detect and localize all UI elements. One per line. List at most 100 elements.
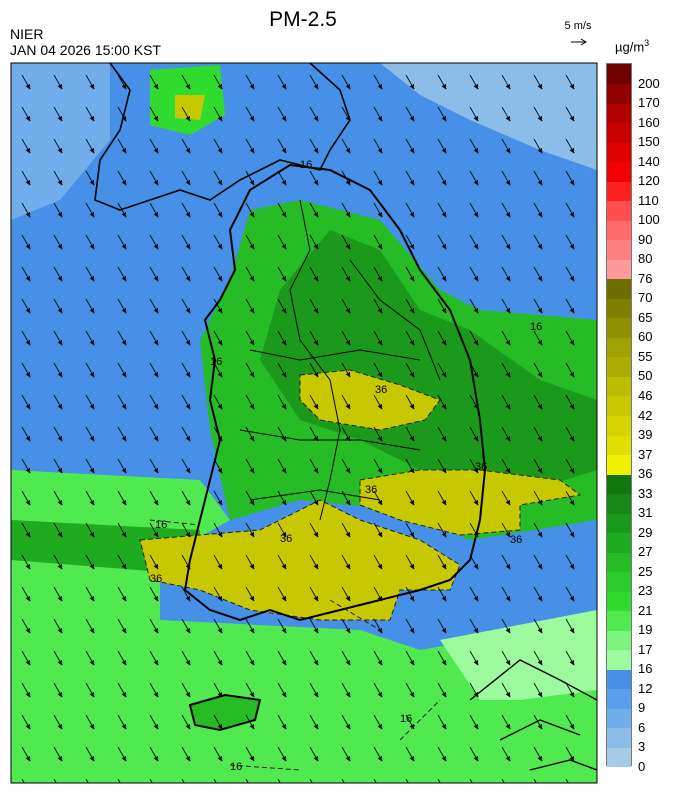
wind-arrow [149,522,159,538]
wind-arrow [469,650,479,666]
wind-arrow [437,618,447,634]
colorbar-segment [607,259,631,280]
wind-arrow [405,586,415,602]
wind-arrow [405,202,415,218]
wind-arrow [117,650,127,666]
wind-arrow [501,554,511,570]
wind-arrow [309,650,319,666]
wind-arrow [533,234,543,250]
wind-arrow [21,618,31,634]
wind-arrow [405,234,415,250]
wind-arrow [341,362,351,378]
wind-arrow [213,106,223,122]
wind-arrow [469,618,479,634]
contour-label: 36 [510,534,522,546]
wind-arrow [309,298,319,314]
colorbar-segment [607,454,631,475]
colorbar-level-label: 36 [638,466,653,482]
contour-label: 36 [375,384,387,396]
wind-arrow [21,714,31,730]
wind-arrow [309,330,319,346]
wind-arrow [245,490,255,506]
wind-arrow [245,682,255,698]
wind-arrow [437,586,447,602]
colorbar-segment [607,591,631,612]
green-region-se [440,610,597,700]
wind-arrow [533,330,543,346]
wind-arrow [405,426,415,442]
wind-arrow [85,330,95,346]
wind-arrow [21,458,31,474]
wind-arrow [85,586,95,602]
wind-arrow [533,714,543,730]
wind-arrow [405,618,415,634]
colorbar-level-label: 140 [638,153,660,169]
wind-arrow [277,554,287,570]
wind-arrow [533,394,543,410]
wind-arrow [117,138,127,154]
wind-arrow [469,170,479,186]
wind-arrow [245,138,255,154]
wind-arrow [437,394,447,410]
colorbar-level-label: 200 [638,75,660,91]
wind-arrow [437,106,447,122]
wind-arrow [437,426,447,442]
wind-arrow [85,522,95,538]
wind-arrow [117,778,121,783]
colorbar-segment [607,532,631,553]
colorbar-segment [607,649,631,670]
wind-arrow [213,714,223,730]
wind-arrow [565,586,575,602]
wind-arrow [213,362,223,378]
wind-arrow [85,426,95,442]
wind-arrow [149,650,159,666]
wind-arrow [149,778,153,783]
wind-arrow [213,170,223,186]
wind-arrow [117,586,127,602]
wind-arrow [373,778,377,783]
wind-reference-label: 5 m/s [564,20,592,32]
wind-arrow [277,522,287,538]
colorbar-level-label: 120 [638,173,660,189]
wind-arrow [181,138,191,154]
wind-arrow [117,426,127,442]
low-pm-region-nw [11,63,110,220]
wind-arrow [213,298,223,314]
colorbar-segment [607,356,631,377]
wind-arrow [501,266,511,282]
wind-arrow [53,426,63,442]
wind-arrow [277,586,287,602]
wind-arrow [149,458,159,474]
wind-arrow [277,202,287,218]
wind-arrow [181,426,191,442]
timestamp-label: JAN 04 2026 15:00 KST [10,42,161,58]
wind-arrow [501,714,511,730]
wind-arrow [341,298,351,314]
wind-arrow [437,490,447,506]
wind-arrow [245,650,255,666]
wind-arrow [469,746,479,762]
wind-arrow [341,458,351,474]
wind-arrow [501,586,511,602]
wind-arrow [21,362,31,378]
wind-arrow [181,458,191,474]
wind-arrow [405,682,415,698]
wind-arrow [405,650,415,666]
wind-arrow [181,362,191,378]
wind-arrow [533,362,543,378]
wind-arrow [21,682,31,698]
wind-arrow [149,106,159,122]
wind-arrow [501,394,511,410]
colorbar-segment [607,395,631,416]
wind-arrow [565,138,575,154]
colorbar-segment [607,337,631,358]
wind-arrow [565,426,575,442]
wind-arrow [85,746,95,762]
unit-label: µg/m3 [615,38,649,54]
wind-arrow [53,522,63,538]
wind-arrow [437,554,447,570]
wind-arrow [85,458,95,474]
wind-arrow [53,618,63,634]
wind-arrow [149,202,159,218]
